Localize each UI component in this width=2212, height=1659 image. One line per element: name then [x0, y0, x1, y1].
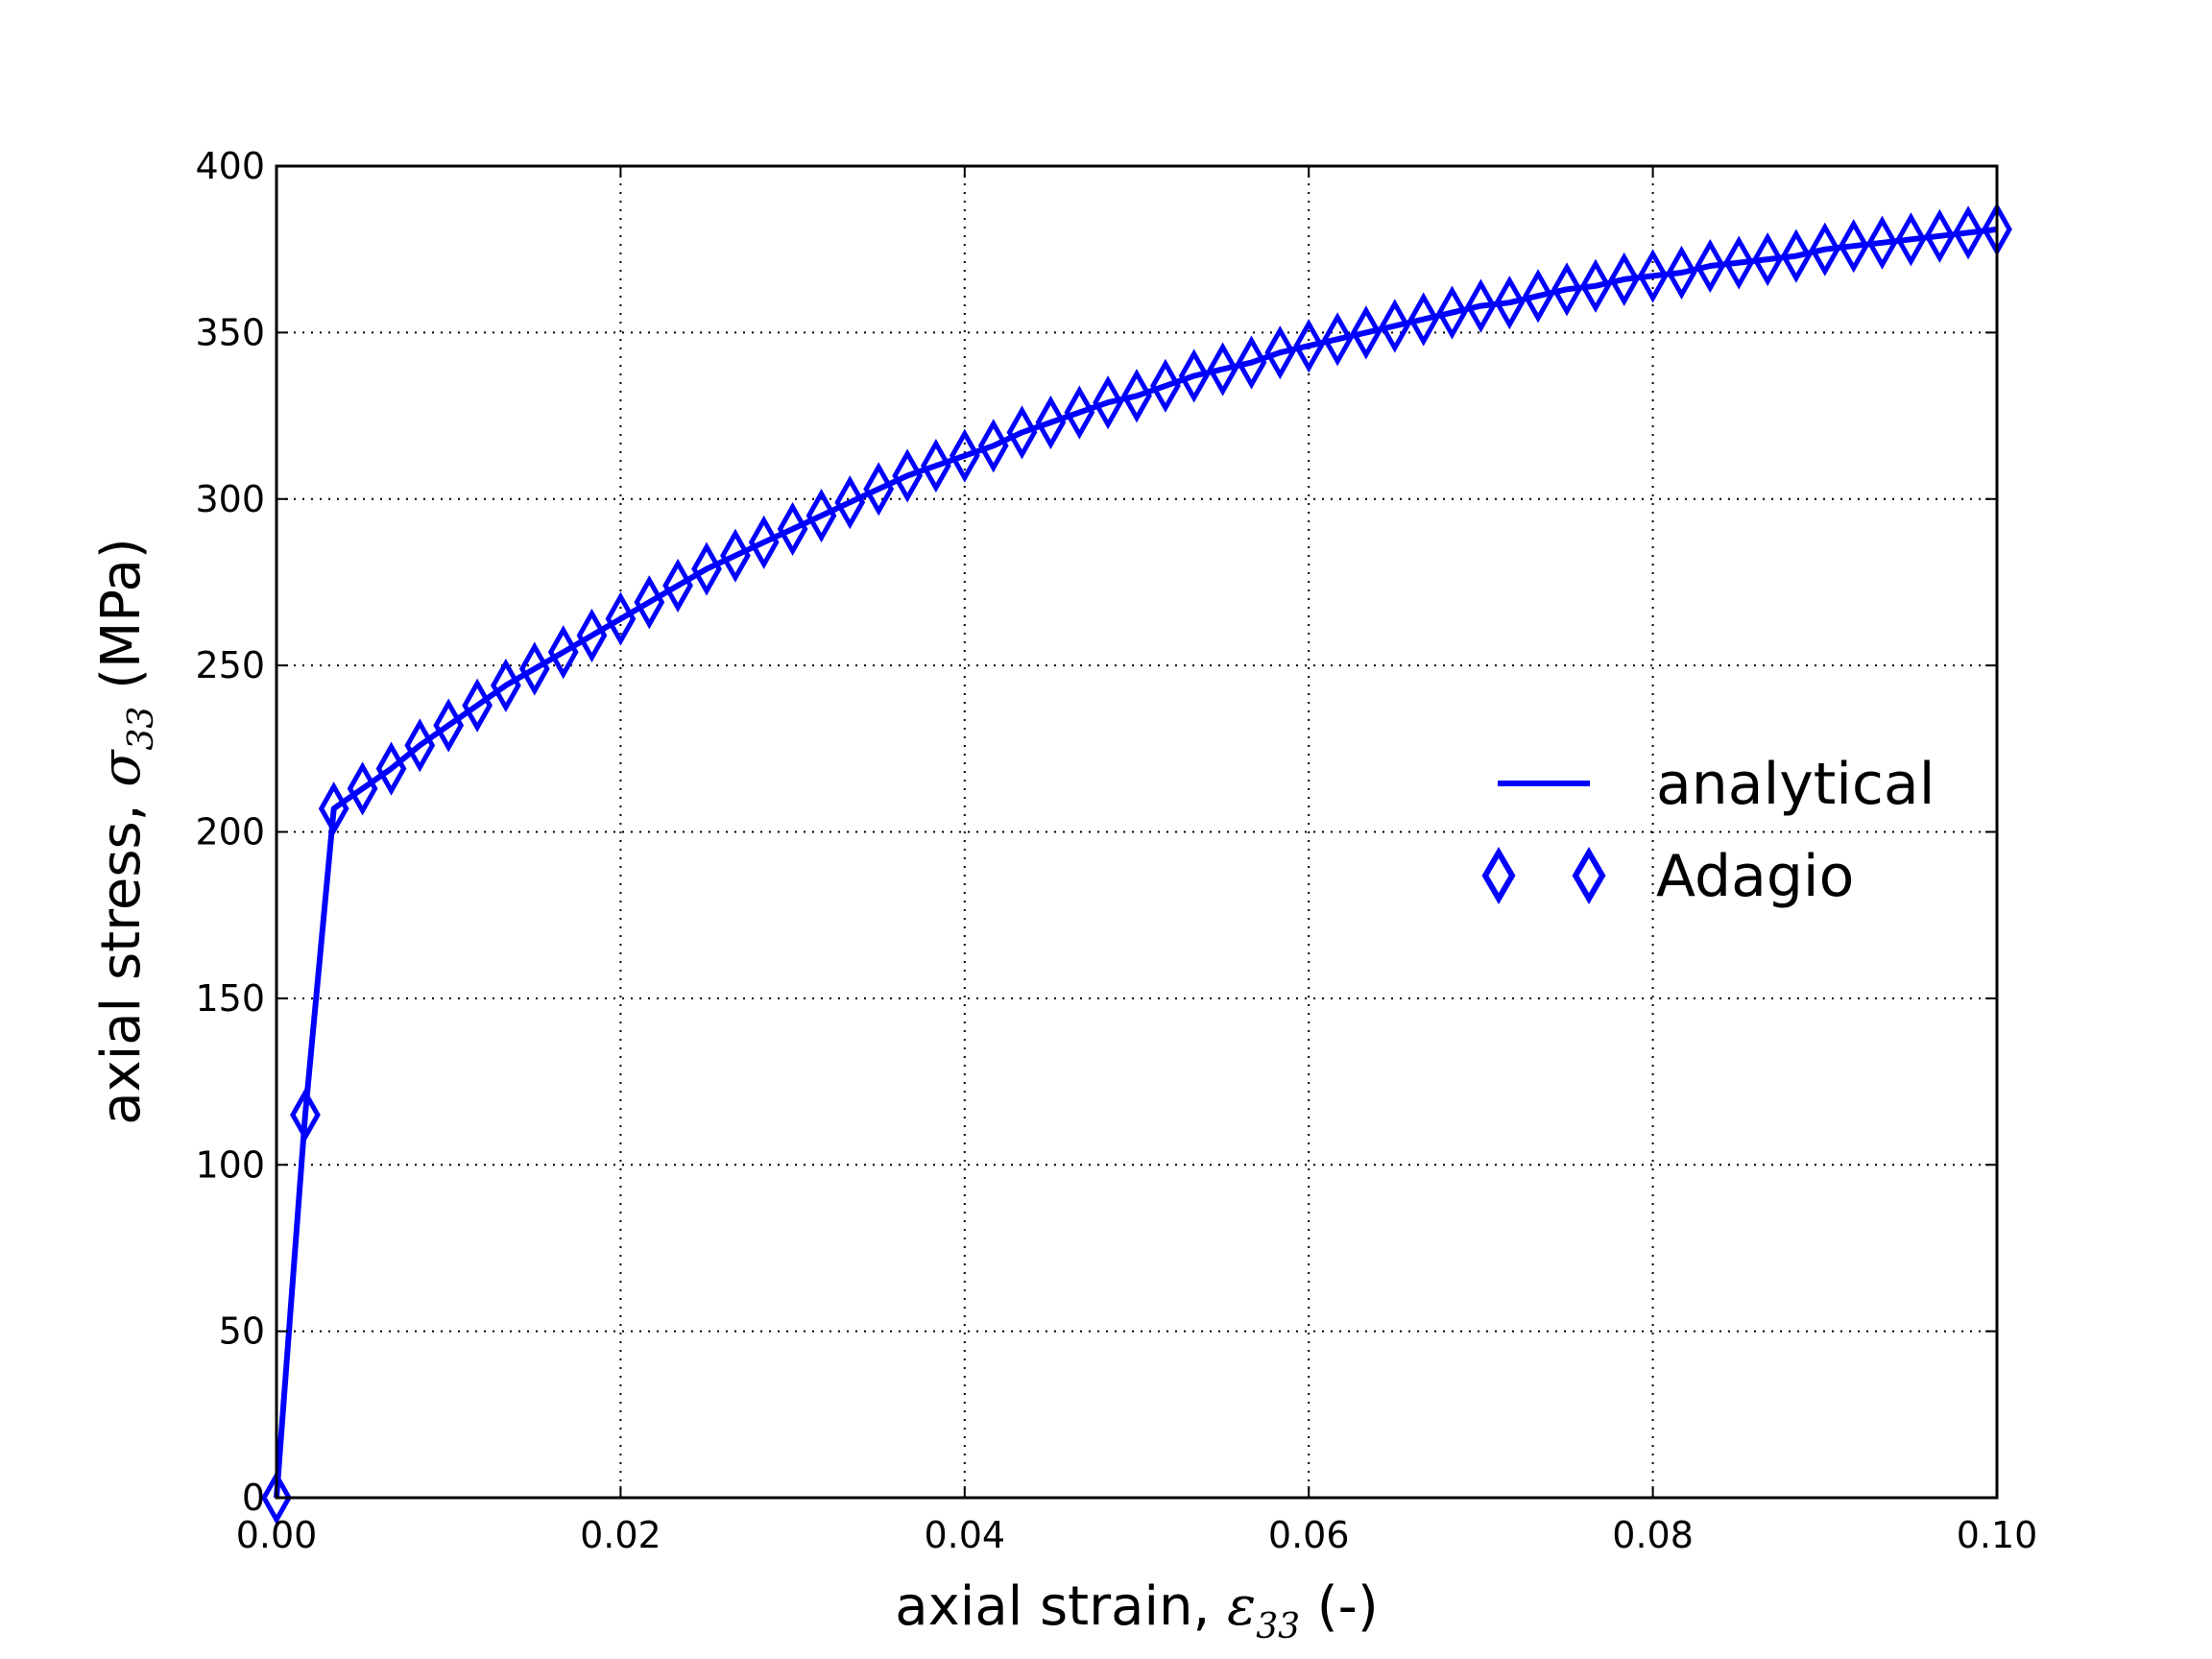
adagio-point — [1064, 385, 1095, 440]
grid-lines — [276, 166, 1997, 1498]
x-tick-label: 0.00 — [236, 1514, 318, 1556]
x-tick-label: 0.02 — [580, 1514, 661, 1556]
legend-label-adagio: Adagio — [1656, 843, 1854, 910]
y-tick-label: 250 — [195, 644, 265, 686]
adagio-point — [1207, 342, 1238, 397]
adagio-point — [1780, 228, 1812, 283]
y-tick-label: 400 — [195, 145, 265, 187]
x-tick-label: 0.08 — [1612, 1514, 1694, 1556]
adagio-point — [1322, 312, 1354, 367]
adagio-point — [576, 608, 608, 662]
adagio-point — [1895, 212, 1927, 267]
adagio-point — [892, 448, 923, 503]
adagio-point — [261, 1470, 292, 1526]
adagio-point — [1150, 358, 1181, 413]
adagio-point — [834, 475, 866, 530]
adagio-point — [691, 541, 722, 596]
adagio-point — [720, 528, 751, 583]
legend-label-analytical: analytical — [1656, 751, 1935, 818]
adagio-point — [1006, 405, 1038, 460]
adagio-point — [1866, 215, 1898, 270]
adagio-point — [605, 591, 637, 646]
legend-marker-swatch-2 — [1572, 847, 1606, 904]
adagio-point — [1580, 258, 1611, 313]
adagio-point — [1350, 305, 1382, 360]
adagio-point — [518, 641, 550, 696]
adagio-point — [491, 658, 521, 713]
adagio-point — [1809, 222, 1840, 276]
y-tick-label: 350 — [195, 311, 265, 353]
adagio-point — [1236, 335, 1267, 390]
adagio-point — [1924, 208, 1956, 263]
adagio-point — [1407, 292, 1439, 347]
series-analytical — [274, 226, 1998, 1499]
adagio-point — [1465, 278, 1497, 333]
adagio-point — [977, 419, 1009, 473]
y-tick-label: 200 — [195, 811, 265, 854]
y-tick-label: 150 — [195, 977, 265, 1020]
adagio-point — [1551, 262, 1582, 317]
adagio-point — [462, 678, 493, 733]
series-adagio — [261, 202, 2012, 1526]
x-axis-label: axial strain, ε33 (-) — [895, 1575, 1378, 1647]
adagio-point — [404, 718, 436, 773]
adagio-point — [375, 741, 407, 796]
axis-ticks: 0.00 0.02 0.04 0.06 0.08 0.10 0 50 100 150 200 250 3… — [195, 145, 2037, 1556]
adagio-point — [290, 1088, 321, 1142]
y-axis-label: axial stress, σ33 (MPa) — [90, 538, 161, 1124]
y-tick-label: 50 — [219, 1310, 265, 1353]
x-tick-label: 0.04 — [924, 1514, 1005, 1556]
adagio-point — [347, 761, 378, 816]
adagio-point — [1723, 235, 1755, 290]
x-tick-label: 0.06 — [1268, 1514, 1350, 1556]
adagio-point — [1608, 252, 1640, 306]
adagio-point — [777, 501, 808, 557]
adagio-point — [318, 781, 349, 836]
adagio-point — [863, 462, 895, 517]
adagio-point — [1093, 375, 1123, 430]
analytical-line — [274, 226, 1998, 1499]
y-tick-label: 100 — [195, 1143, 265, 1186]
adagio-point — [1666, 245, 1697, 301]
adagio-point — [1264, 325, 1296, 380]
adagio-point — [748, 515, 780, 569]
legend-marker-swatch-1 — [1481, 847, 1516, 904]
adagio-point — [1436, 285, 1468, 340]
y-tick-label: 300 — [195, 478, 265, 520]
adagio-point — [921, 438, 951, 493]
adagio-point — [1695, 238, 1726, 294]
adagio-point — [1494, 276, 1526, 330]
adagio-point — [433, 698, 465, 753]
adagio-point — [1953, 205, 1984, 260]
adagio-point — [1523, 269, 1553, 324]
adagio-point — [949, 428, 980, 483]
adagio-point — [1838, 219, 1869, 274]
adagio-point — [1637, 249, 1669, 303]
plot-area — [276, 166, 1997, 1498]
legend: analytical Adagio — [1481, 751, 1935, 910]
x-tick-label: 0.10 — [1957, 1514, 2038, 1556]
adagio-point — [1752, 232, 1784, 287]
adagio-point — [547, 625, 579, 680]
adagio-point — [662, 558, 693, 613]
y-tick-label: 0 — [242, 1477, 265, 1519]
adagio-point — [1035, 395, 1067, 450]
adagio-point — [1293, 319, 1325, 373]
adagio-point — [1121, 369, 1152, 423]
adagio-point — [1178, 349, 1210, 403]
adagio-point — [1379, 299, 1410, 353]
adagio-point — [805, 489, 837, 543]
adagio-point — [634, 575, 665, 630]
